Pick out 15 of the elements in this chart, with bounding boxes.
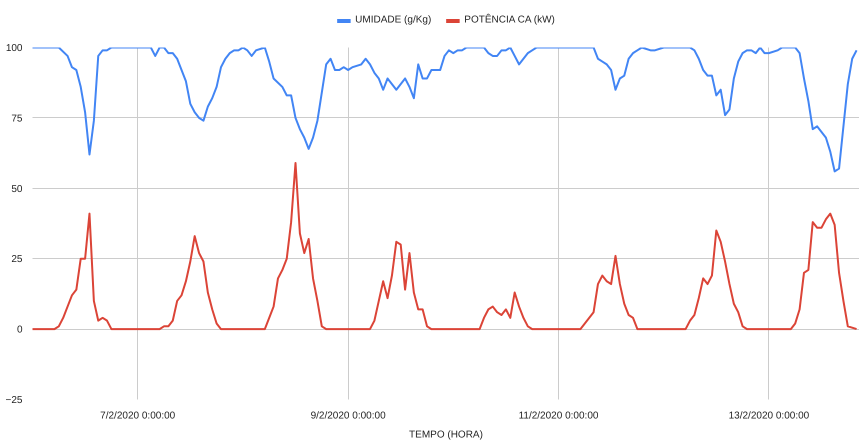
line-series — [32, 48, 858, 172]
y-tick-label: −25 — [6, 395, 23, 406]
y-tick-label: 75 — [11, 113, 23, 124]
legend-label: POTÊNCIA CA (kW) — [464, 14, 555, 26]
y-tick-label: 0 — [16, 324, 23, 336]
legend-label: UMIDADE (g/Kg) — [355, 14, 432, 26]
x-tick-label: 9/2/2020 0:00:00 — [310, 410, 386, 422]
x-tick-label: 11/2/2020 0:00:00 — [518, 410, 599, 422]
line-series — [32, 162, 858, 330]
x-axis-title: TEMPO (HORA) — [409, 430, 483, 440]
x-tick-label: 7/2/2020 0:00:00 — [100, 410, 176, 422]
y-tick-label: 25 — [11, 254, 23, 266]
y-tick-label: 100 — [6, 43, 23, 54]
x-tick-label: 13/2/2020 0:00:00 — [728, 410, 810, 422]
y-tick-label: 50 — [11, 184, 23, 195]
